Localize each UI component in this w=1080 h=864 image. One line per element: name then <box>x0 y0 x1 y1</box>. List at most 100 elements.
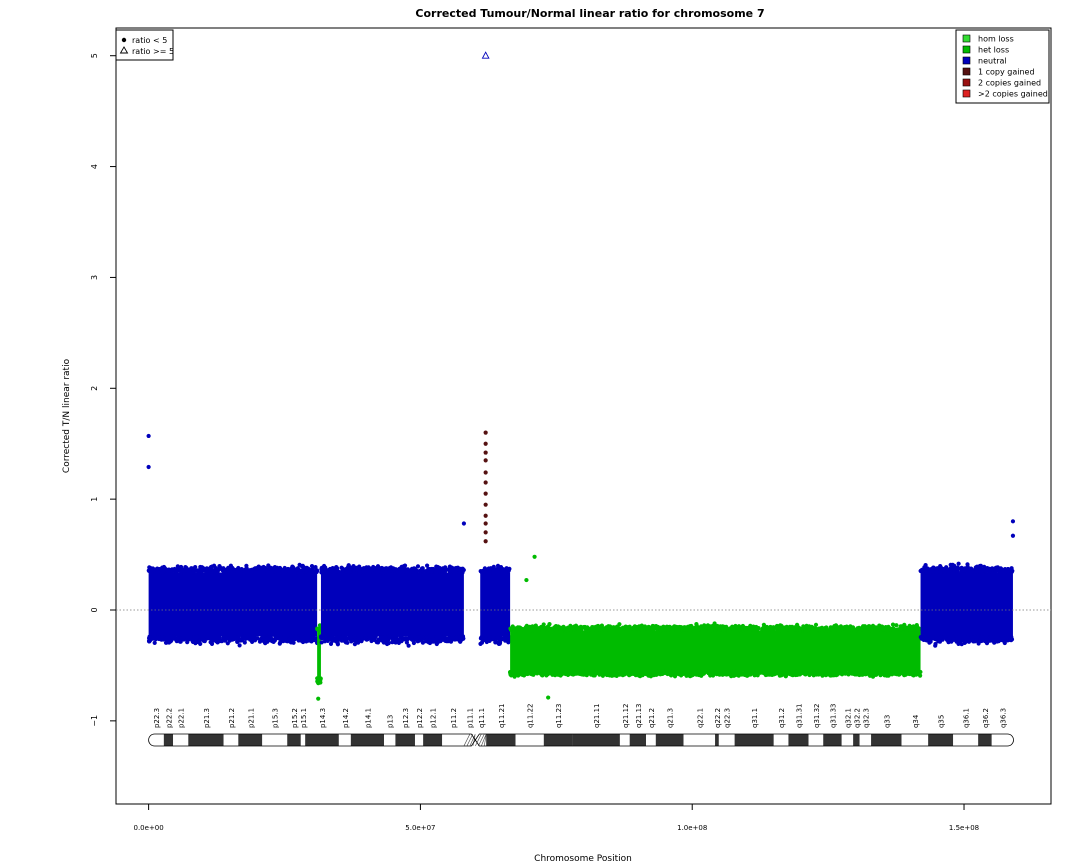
outlier-point <box>524 577 529 583</box>
het_loss-point <box>903 624 908 630</box>
het_loss-point <box>751 627 756 633</box>
het_loss-point <box>852 671 857 676</box>
het_loss-point <box>595 670 600 675</box>
band-label: q32.2 <box>853 708 861 728</box>
outlier-point <box>483 470 488 475</box>
neutral-point <box>237 643 242 648</box>
het_loss-point <box>813 626 818 631</box>
band-label: q22.1 <box>696 708 704 728</box>
shape-legend-box <box>115 29 174 61</box>
neutral-point <box>458 635 463 640</box>
band-q36.2 <box>978 734 992 746</box>
band-label: p15.2 <box>291 708 299 728</box>
band-label: p15.1 <box>300 708 308 728</box>
outlier-point <box>1010 533 1016 538</box>
neutral-point <box>154 570 160 575</box>
neutral-point <box>147 634 152 639</box>
band-q11.22 <box>515 734 544 746</box>
het_loss-point <box>518 628 523 633</box>
het_loss-point <box>672 674 678 679</box>
neutral-point <box>506 639 511 645</box>
neutral-point <box>299 634 304 640</box>
band-p14.1 <box>350 734 384 746</box>
band-label: q31.32 <box>813 704 821 728</box>
het_loss-point <box>877 624 882 629</box>
neutral-point <box>948 567 954 572</box>
band-q32.3 <box>859 734 872 746</box>
neutral-point <box>155 566 160 571</box>
band-q22.1 <box>683 734 716 746</box>
band-label: q31.2 <box>778 708 786 728</box>
het_loss-point <box>777 670 782 675</box>
neutral-point <box>266 563 271 568</box>
neutral-point <box>948 562 953 567</box>
het_loss-point <box>577 626 582 632</box>
band-q21.3 <box>655 734 684 746</box>
neutral-point <box>216 635 221 640</box>
het_loss-point <box>907 623 912 628</box>
band-q21.11 <box>572 734 620 746</box>
het_loss-point <box>905 670 910 675</box>
band-q11.23 <box>543 734 573 746</box>
y-tick-label: 2 <box>90 386 99 391</box>
het_loss-point <box>647 627 652 632</box>
band-q32.1 <box>841 734 854 746</box>
band-q21.2 <box>646 734 656 746</box>
band-label: q11.22 <box>527 704 535 728</box>
centromere-hatch <box>478 733 485 747</box>
neutral-point <box>939 566 944 571</box>
het_loss-point <box>675 670 680 676</box>
het_loss-point <box>717 672 722 677</box>
band-label: q32.1 <box>844 708 852 728</box>
het_loss-point <box>743 627 749 632</box>
band-q22.3 <box>718 734 735 746</box>
neutral-point <box>491 635 496 640</box>
het_loss-point <box>798 626 803 631</box>
neutral-point <box>326 568 331 573</box>
legend-label: 2 copies gained <box>978 79 1041 88</box>
neutral-point <box>481 568 486 573</box>
state-legend-box <box>955 29 1050 104</box>
band-label: q11.23 <box>555 704 563 728</box>
neutral-point <box>297 562 302 567</box>
het_loss-point <box>601 670 606 675</box>
neutral-point <box>209 636 214 641</box>
neutral-point <box>272 569 277 574</box>
neutral-point <box>410 570 415 575</box>
het_loss-point <box>686 627 691 633</box>
neutral-point <box>1004 635 1009 640</box>
neutral-point <box>406 643 411 648</box>
het_loss-point <box>894 623 899 628</box>
het_loss-point <box>868 625 873 630</box>
neutral-point <box>191 570 196 575</box>
band-label: q36.2 <box>982 708 990 728</box>
neutral-point <box>435 565 440 570</box>
het_loss-point <box>916 626 922 631</box>
neutral-point <box>359 634 364 639</box>
neutral-point <box>152 640 157 646</box>
neutral-point <box>920 569 925 574</box>
x-tick-label: 1.0e+08 <box>677 824 707 832</box>
neutral-point <box>368 635 373 640</box>
band-p21.3 <box>188 734 224 746</box>
het_loss-point <box>791 625 796 630</box>
het_loss-point <box>595 628 600 633</box>
band-label: q21.3 <box>667 708 675 728</box>
neutral-point <box>215 568 221 573</box>
neutral-point <box>497 640 503 645</box>
band-label: p15.3 <box>272 708 280 728</box>
band-q32.2 <box>853 734 860 746</box>
het_loss-point <box>584 625 589 631</box>
neutral-point <box>166 567 171 572</box>
neutral-point <box>974 569 979 574</box>
het_loss-point <box>848 624 853 629</box>
neutral-point <box>375 568 380 573</box>
het_loss-point <box>647 671 652 676</box>
het_loss-point <box>769 670 774 675</box>
neutral-point <box>173 568 178 574</box>
het_loss-point <box>701 671 706 676</box>
het_loss-point <box>515 625 521 630</box>
het_loss-point <box>611 673 616 678</box>
het_loss-point <box>884 673 890 678</box>
neutral-point <box>969 566 974 571</box>
